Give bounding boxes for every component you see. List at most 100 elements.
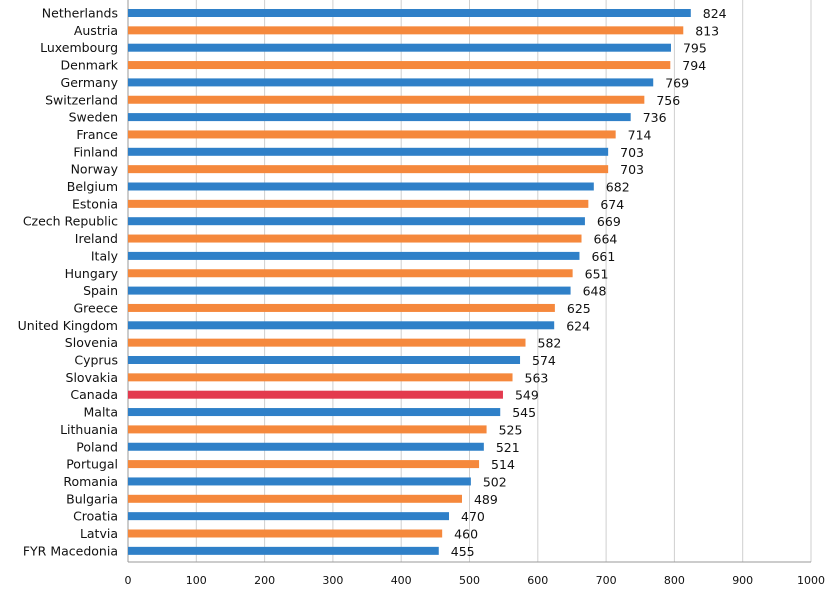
value-label: 455 [451,544,475,559]
bar [128,26,684,35]
x-tick-label: 1000 [797,574,825,587]
bar [128,182,594,191]
category-label: Bulgaria [66,491,118,506]
category-label: Italy [91,248,119,263]
bar [128,373,513,382]
value-label: 795 [683,41,707,56]
category-label: Switzerland [45,92,118,107]
category-label: Finland [73,144,118,159]
value-label: 582 [538,336,562,351]
category-label: Estonia [72,196,118,211]
category-label: Luxembourg [40,40,118,55]
category-label: Canada [70,387,118,402]
value-label: 502 [483,474,507,489]
x-tick-label: 200 [254,574,275,587]
category-label: Germany [61,75,119,90]
value-label: 651 [585,266,609,281]
bar [128,61,671,70]
value-label: 682 [606,180,630,195]
bar [128,390,503,399]
value-label: 703 [620,162,644,177]
category-label: Hungary [65,266,119,281]
category-label: Portugal [66,457,118,472]
category-label: Austria [74,23,118,38]
category-label: Poland [76,439,118,454]
category-label: Slovakia [66,370,118,385]
bar [128,147,609,156]
value-label: 813 [695,23,719,38]
value-label: 674 [600,197,624,212]
bar [128,356,521,364]
category-label: Greece [74,300,119,315]
value-label: 545 [512,405,536,420]
value-label: 460 [454,527,478,542]
bar [128,408,501,417]
bar [128,9,691,17]
bar [128,494,462,503]
bar [128,130,616,139]
value-label: 648 [583,284,607,299]
value-label: 703 [620,145,644,160]
category-label: United Kingdom [18,318,118,333]
value-label: 736 [643,110,667,125]
category-label: Czech Republic [23,214,118,229]
x-tick-label: 300 [322,574,343,587]
category-label: Norway [71,162,119,177]
bar [128,251,580,260]
x-tick-label: 900 [732,574,753,587]
x-tick-label: 100 [186,574,207,587]
bar [128,43,671,52]
value-label: 521 [496,440,520,455]
category-label: Malta [84,405,118,420]
x-tick-label: 800 [664,574,685,587]
category-label: Belgium [67,179,118,194]
value-label: 489 [474,492,498,507]
bar [128,217,585,226]
value-label: 514 [491,457,515,472]
value-label: 824 [703,6,727,21]
bar [128,199,589,208]
bar [128,425,487,434]
x-tick-label: 400 [391,574,412,587]
x-tick-label: 600 [527,574,548,587]
bar [128,286,571,295]
value-label: 756 [656,93,680,108]
value-label: 470 [461,509,485,524]
bar [128,234,582,243]
bar [128,546,439,555]
value-label: 661 [591,249,615,264]
category-label: France [76,127,118,142]
value-label: 664 [594,232,618,247]
bar [128,529,443,538]
category-label: Slovenia [65,335,118,350]
category-label: Croatia [73,509,118,524]
bar [128,442,484,451]
value-label: 794 [682,58,706,73]
value-label: 563 [525,370,549,385]
value-label: 624 [566,318,590,333]
x-tick-label: 0 [125,574,132,587]
bar [128,338,526,347]
bar [128,477,471,486]
bar [128,95,645,104]
value-label: 669 [597,214,621,229]
category-label: Lithuania [60,422,118,437]
category-label: FYR Macedonia [23,543,118,558]
value-label: 574 [532,353,556,368]
category-label: Latvia [80,526,118,541]
bar [128,165,609,174]
category-label: Spain [83,283,118,298]
category-label: Netherlands [42,6,118,21]
value-label: 769 [665,75,689,90]
bar [128,78,654,87]
value-label: 549 [515,388,539,403]
value-label: 525 [499,422,523,437]
category-label: Romania [63,474,118,489]
bar [128,113,631,122]
bar [128,303,555,312]
value-label: 714 [628,127,652,142]
x-tick-label: 500 [459,574,480,587]
x-tick-label: 700 [596,574,617,587]
bar [128,460,480,469]
